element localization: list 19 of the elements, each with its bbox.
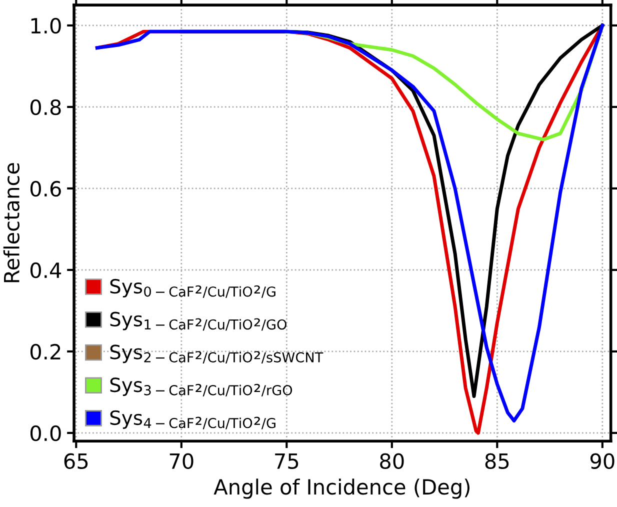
legend-label: Sys$_{3−CaF}$₂$_{/Cu/TiO}$₂$_{/rGO}$ (110, 378, 292, 396)
y-axis-title: Reflectance (3, 163, 20, 282)
legend-label: Sys$_{1−CaF}$₂$_{/Cu/TiO}$₂$_{/GO}$ (110, 312, 286, 331)
x-tick-label: 90 (590, 453, 614, 470)
legend-label: Sys$_{0−CaF}$₂$_{/Cu/TiO}$₂$_{/G}$ (110, 278, 276, 298)
y-tick-label: 0.8 (30, 99, 61, 116)
x-tick-label: 70 (170, 453, 194, 470)
x-tick-label: 80 (380, 453, 404, 470)
x-tick-label: 65 (64, 453, 88, 470)
y-tick-label: 0.0 (30, 425, 61, 442)
legend-label: Sys$_{2−CaF}$₂$_{/Cu/TiO}$₂$_{/sSWCNT}$ (110, 344, 324, 364)
x-tick-label: 85 (485, 453, 509, 470)
legend-label: Sys$_{4−CaF}$₂$_{/Cu/TiO}$₂$_{/G}$ (110, 410, 276, 430)
x-tick-label: 75 (275, 454, 298, 470)
y-tick-label: 0.4 (30, 262, 62, 278)
y-tick-label: 0.6 (30, 180, 61, 197)
y-tick-label: 0.2 (30, 344, 60, 360)
x-axis-title: Angle of Incidence (Deg) (214, 478, 470, 499)
y-tick-label: 1.0 (31, 18, 61, 34)
